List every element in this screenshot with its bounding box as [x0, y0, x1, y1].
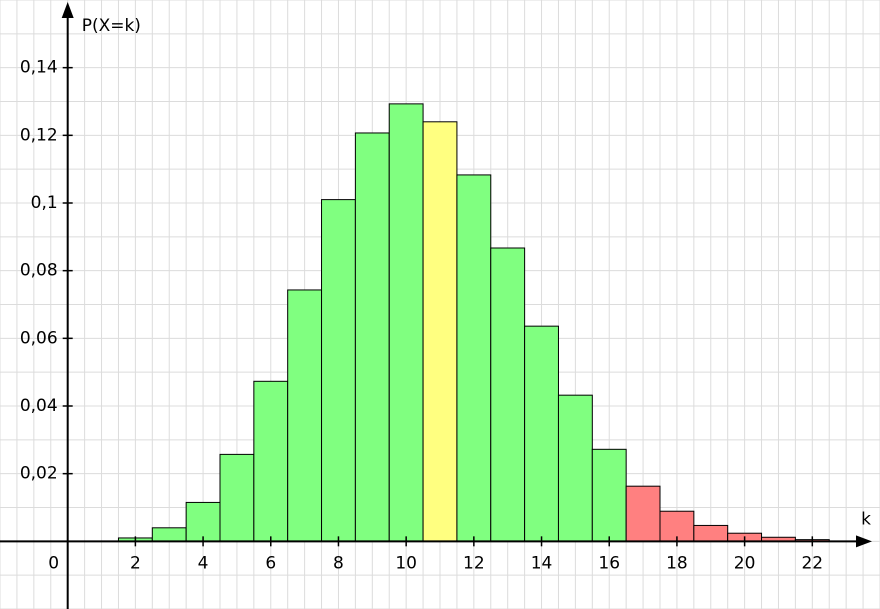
- x-tick-label: 8: [333, 553, 344, 573]
- y-tick-label: 0,04: [20, 396, 58, 416]
- x-tick-label: 6: [265, 553, 276, 573]
- x-tick-label: 14: [531, 553, 553, 573]
- bar: [456, 174, 492, 542]
- bar: [388, 103, 424, 542]
- y-tick-label: 0,12: [20, 125, 58, 145]
- bar: [693, 524, 729, 542]
- y-tick-label: 0,08: [20, 261, 58, 281]
- bar: [490, 247, 526, 542]
- x-tick-label: 16: [598, 553, 620, 573]
- y-axis-arrow: [61, 2, 74, 18]
- y-tick-label: 0,1: [31, 193, 58, 213]
- x-tick-label: 22: [801, 553, 823, 573]
- y-tick-label: 0,14: [20, 58, 58, 78]
- y-tick-label: 0,02: [20, 464, 58, 484]
- bar: [219, 453, 255, 542]
- bar: [253, 380, 289, 542]
- x-tick-label: 2: [130, 553, 141, 573]
- x-axis-label: k: [861, 509, 871, 529]
- bar: [151, 527, 187, 542]
- bar: [625, 485, 661, 542]
- bar: [354, 132, 390, 542]
- bar: [422, 121, 458, 542]
- bar: [591, 448, 627, 542]
- bar: [524, 325, 559, 542]
- x-tick-label: 20: [734, 553, 756, 573]
- y-tick-label: 0,06: [20, 328, 58, 348]
- x-tick-label: 0: [48, 553, 59, 573]
- y-axis-label: P(X=k): [82, 16, 141, 36]
- x-axis-arrow: [856, 535, 872, 548]
- x-tick-label: 12: [463, 553, 485, 573]
- x-tick-label: 18: [666, 553, 688, 573]
- bar: [557, 394, 593, 542]
- x-tick-label: 4: [198, 553, 209, 573]
- bar: [287, 289, 323, 542]
- bar: [185, 501, 221, 542]
- x-tick-label: 10: [395, 553, 417, 573]
- bar: [321, 199, 356, 542]
